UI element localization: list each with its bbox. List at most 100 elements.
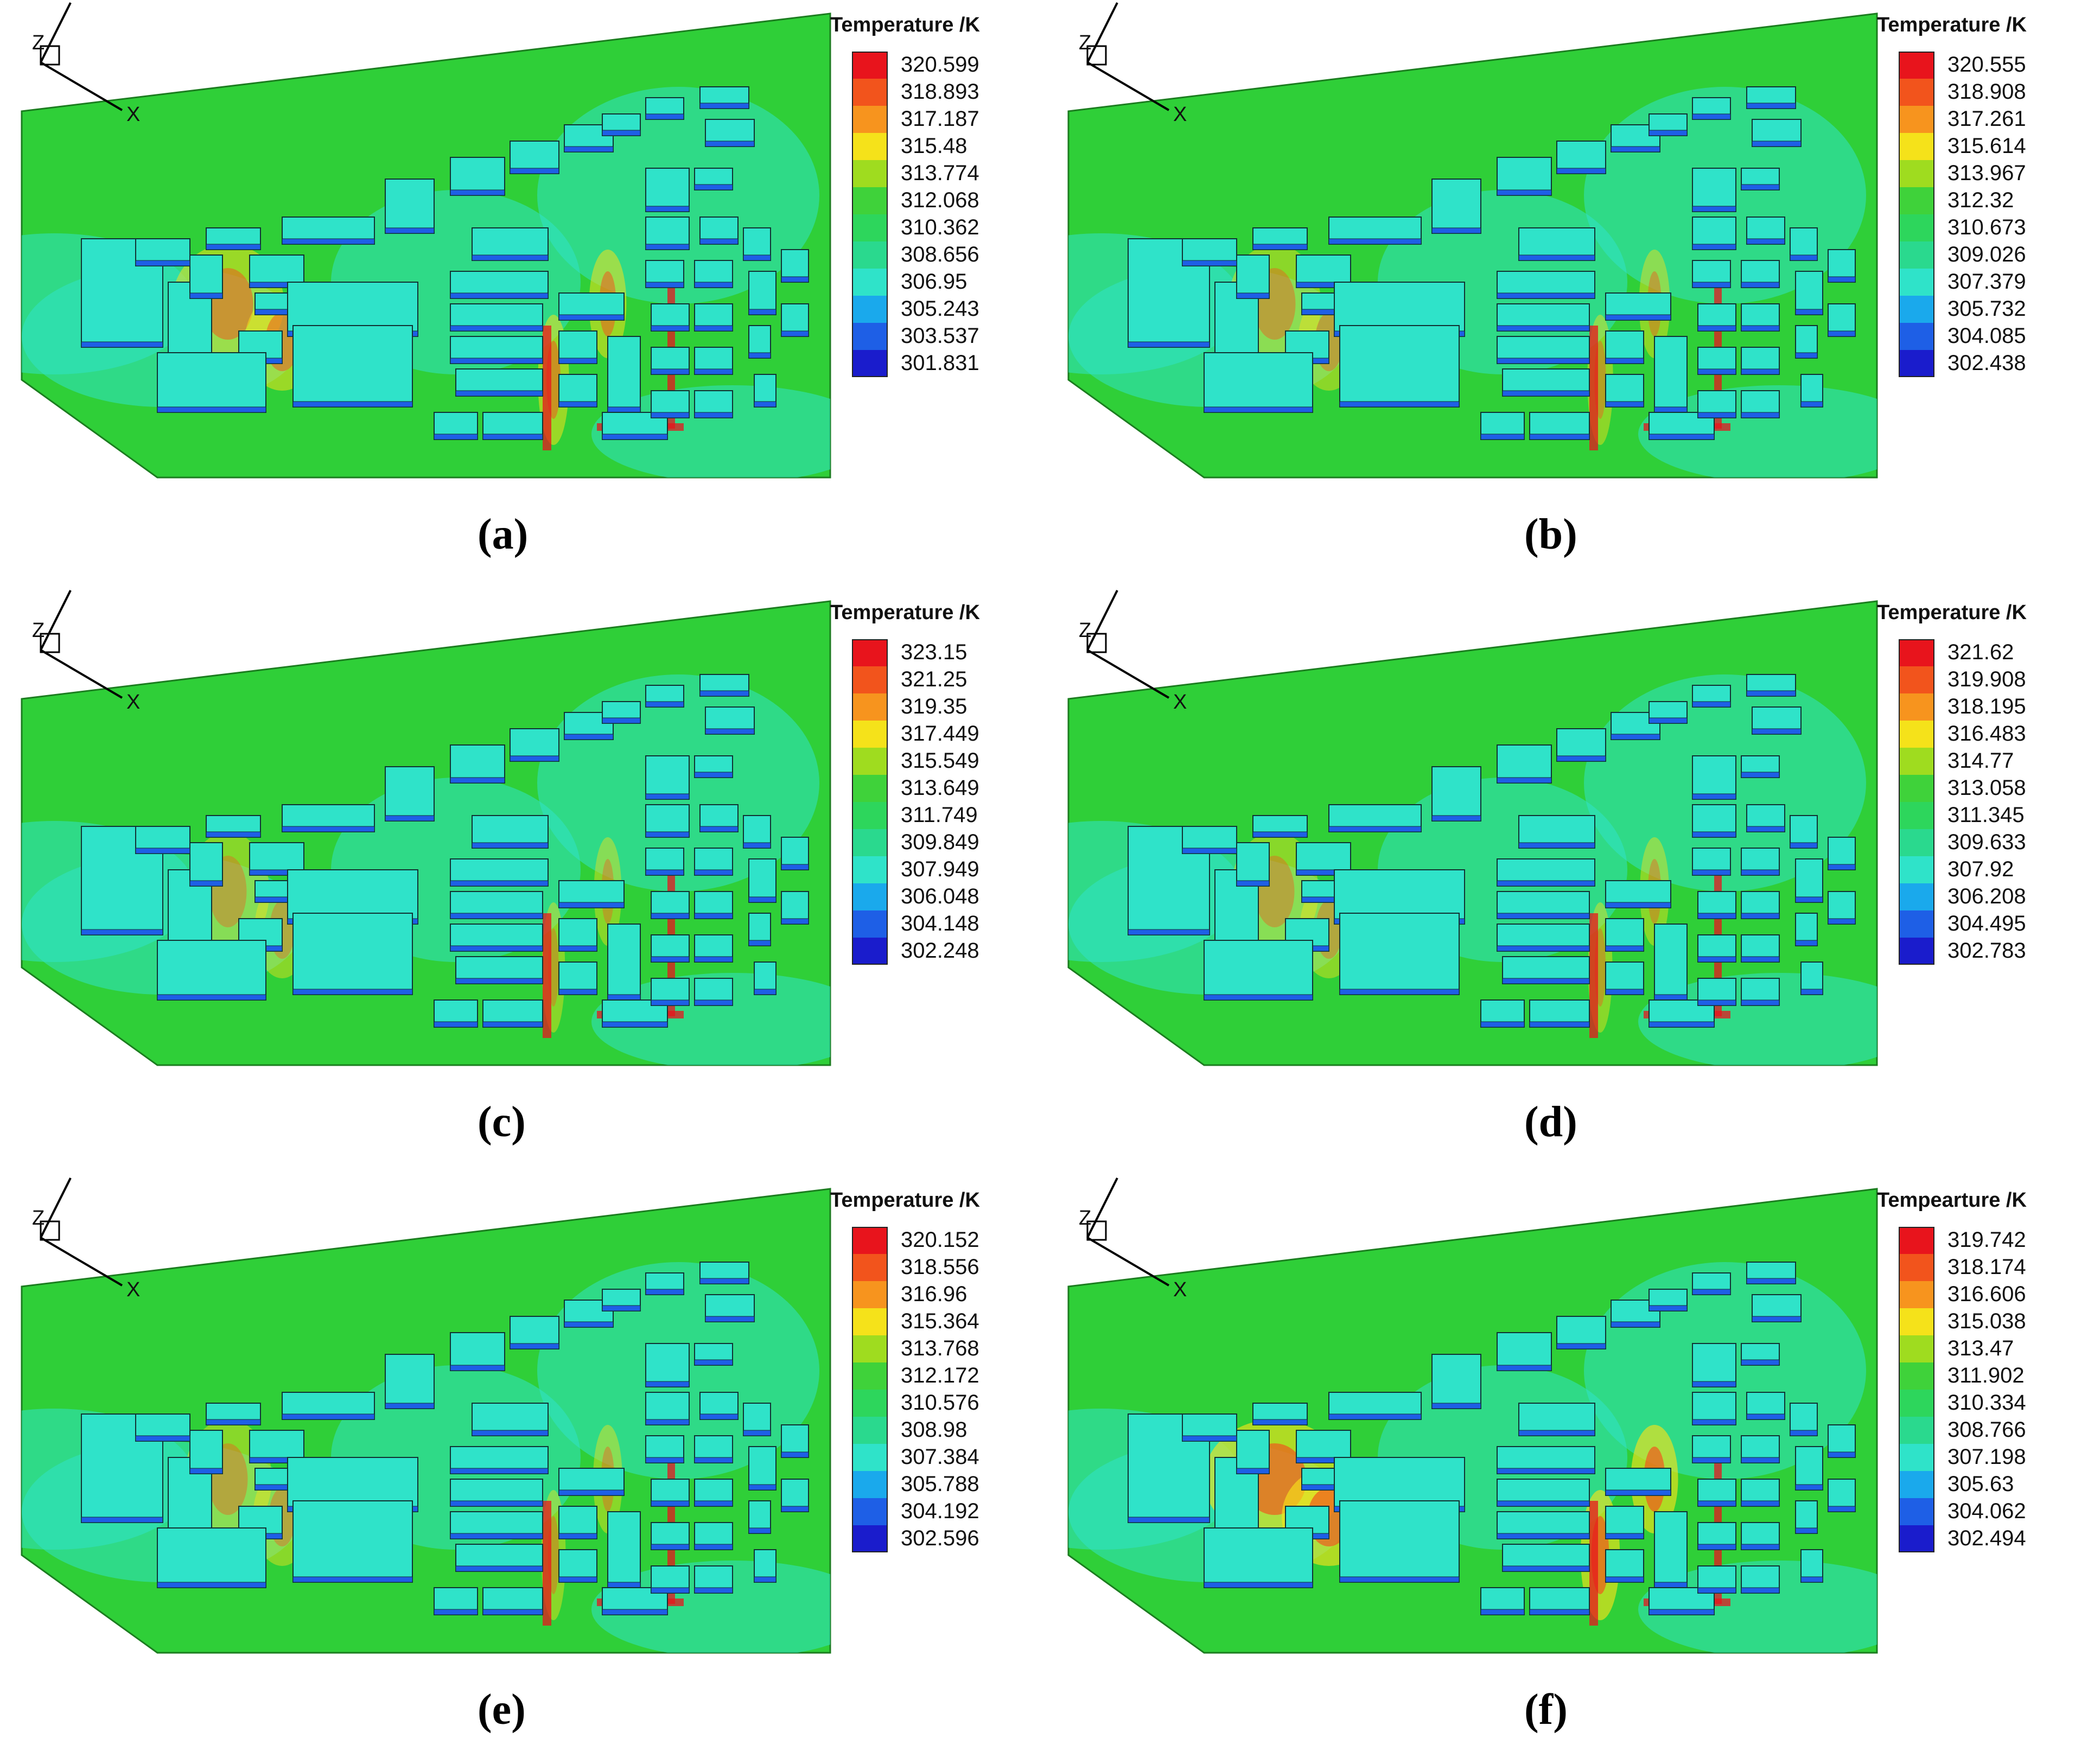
legend-entry: 308.766 [1899,1417,2061,1444]
legend-entry: 313.058 [1899,775,2061,802]
building [748,1446,777,1491]
building [1339,1500,1460,1583]
building [602,701,641,724]
building [1746,804,1785,832]
legend-swatch [852,693,888,721]
legend-entry: 307.198 [1899,1444,2061,1471]
legend-value: 304.148 [901,912,979,935]
legend-title: Temperature /K [830,1189,980,1212]
legend-swatch [852,133,888,160]
legend-swatch [1899,1227,1934,1254]
legend-entry: 302.596 [852,1525,1015,1552]
building [1301,292,1340,315]
legend-value: 310.673 [1947,215,2026,239]
building [1497,271,1595,299]
building [754,1549,777,1583]
legend-value: 310.576 [901,1391,979,1415]
legend-value: 313.058 [1947,776,2026,800]
building [1497,1511,1590,1539]
legend-swatch [852,1444,888,1471]
legend-value: 301.831 [901,351,979,375]
building [450,858,549,887]
y-axis-line [40,1177,72,1238]
legend-value: 313.47 [1947,1336,2014,1360]
building [1605,1506,1644,1539]
panel-b: X Y Z Temperature /K 320.555 318.908 317.261 31… [1047,0,2093,588]
legend-swatch [1899,666,1934,693]
legend-value: 321.62 [1947,640,2014,664]
legend-entry: 310.334 [1899,1390,2061,1417]
building [1746,86,1796,109]
legend-swatch [1899,1444,1934,1471]
legend-entry: 316.606 [1899,1281,2061,1308]
legend-swatch [852,269,888,296]
panel-label: (a) [478,511,529,558]
legend-swatch [1899,748,1934,775]
building [748,271,777,315]
coordinate-axes: X Y Z [32,1175,140,1301]
building [1741,1565,1780,1594]
building [206,227,261,250]
building [1795,1446,1823,1491]
legend-swatch [1899,1254,1934,1281]
legend-swatch [1899,79,1934,106]
building [450,1479,543,1507]
building [1605,880,1671,908]
building [282,804,375,832]
legend-entry: 313.47 [1899,1335,2061,1362]
building [558,918,597,952]
panel-label: (f) [1524,1686,1568,1734]
legend-value: 307.379 [1947,270,2026,294]
x-axis-line [1086,1237,1170,1287]
building [510,1316,559,1349]
legend-value: 305.63 [1947,1472,2014,1496]
legend-swatch [852,802,888,829]
legend-value: 315.549 [901,749,979,773]
legend-swatch [852,214,888,241]
building [743,1403,771,1436]
z-axis-box [1086,633,1107,653]
x-axis-label: X [126,1278,140,1301]
building [1182,238,1237,266]
legend-swatch [852,639,888,666]
legend-value: 313.649 [901,776,979,800]
building [510,141,559,174]
coordinate-axes: X Y Z [1079,588,1187,714]
building [1556,141,1606,174]
z-axis-box [40,633,60,653]
legend-title: Temperature /K [830,14,980,36]
building [1529,412,1590,440]
legend-entry: 310.576 [852,1390,1015,1417]
building [1605,961,1644,995]
legend-swatch [852,1281,888,1308]
legend-swatch [852,775,888,802]
legend-entry: 316.483 [1899,721,2061,748]
legend-entry: 315.038 [1899,1308,2061,1335]
building [694,168,733,190]
panel-label: (d) [1524,1098,1577,1146]
building [1741,303,1780,332]
legend-swatch [852,938,888,965]
building [450,1446,549,1474]
building [748,1500,771,1534]
legend-value: 311.345 [1947,803,2025,827]
legend-value: 305.732 [1947,297,2026,321]
legend-value: 321.25 [901,667,968,691]
legend-entry: 307.949 [852,856,1015,883]
legend-entry: 312.172 [852,1362,1015,1390]
y-axis-label: Y [74,0,88,3]
building [1518,815,1595,849]
legend-entry: 321.62 [1899,639,2061,666]
legend-entry: 311.902 [1899,1362,2061,1390]
building [1252,227,1308,250]
building [1692,168,1736,212]
legend-entry: 315.48 [852,133,1015,160]
building [1649,113,1688,136]
building [748,858,777,903]
legend-entry: 304.495 [1899,910,2061,938]
building [607,336,641,413]
building [607,924,641,1001]
building [1431,766,1481,821]
building [558,961,597,995]
building [1692,1435,1731,1463]
